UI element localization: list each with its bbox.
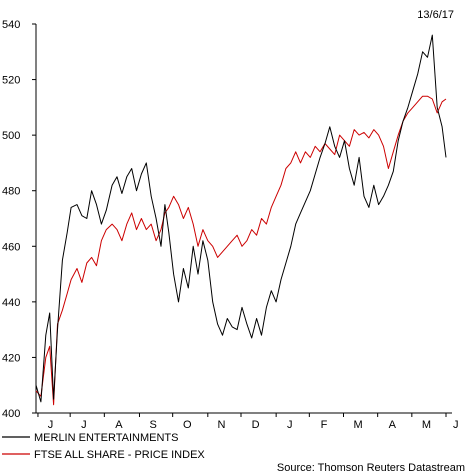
chart-date: 13/6/17 <box>417 9 454 21</box>
x-tick-label: N <box>217 419 225 431</box>
x-tick-label: F <box>321 419 328 431</box>
x-tick-label: O <box>183 419 192 431</box>
x-tick-label: D <box>252 419 260 431</box>
x-tick-label: J <box>48 419 54 431</box>
y-tick-label: 520 <box>2 75 20 87</box>
x-tick-label: S <box>149 419 156 431</box>
x-tick-label: J <box>453 419 459 431</box>
y-tick-label: 420 <box>2 352 20 364</box>
x-tick-label: A <box>115 419 123 431</box>
y-tick-label: 500 <box>2 130 20 142</box>
x-tick-label: M <box>422 419 431 431</box>
x-tick-label: M <box>354 419 363 431</box>
y-tick-label: 540 <box>2 19 20 31</box>
y-tick-label: 460 <box>2 241 20 253</box>
y-axis-ticks: 400 420 440 460 480 500 520 540 <box>2 19 36 420</box>
chart-legend: MERLIN ENTERTAINMENTS FTSE ALL SHARE - P… <box>2 432 205 461</box>
series-lines <box>35 34 447 406</box>
chart-source: Source: Thomson Reuters Datastream <box>277 462 465 474</box>
y-tick-label: 440 <box>2 297 20 309</box>
series-line-ftse <box>35 95 447 406</box>
series-line-merlin <box>35 34 447 403</box>
legend-label-ftse: FTSE ALL SHARE - PRICE INDEX <box>34 449 205 461</box>
y-tick-label: 480 <box>2 186 20 198</box>
x-tick-label: J <box>81 419 87 431</box>
legend-label-merlin: MERLIN ENTERTAINMENTS <box>34 432 178 444</box>
x-tick-label: J <box>287 419 293 431</box>
x-tick-label: A <box>389 419 397 431</box>
y-tick-label: 400 <box>2 408 20 420</box>
